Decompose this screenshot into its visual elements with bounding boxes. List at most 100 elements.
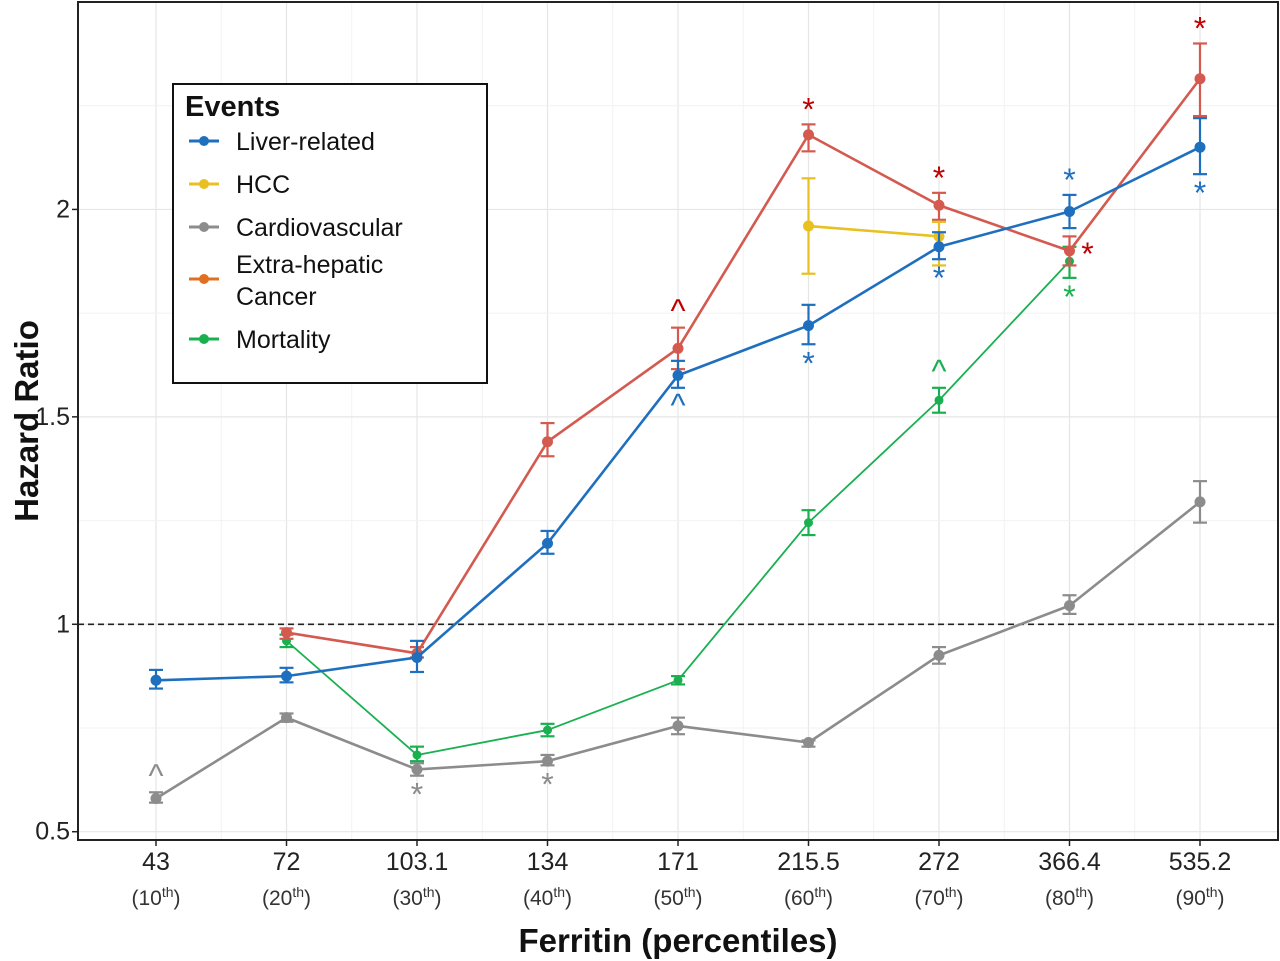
significance-markers: ^*** *^* *^****^*: [148, 10, 1206, 812]
data-point: [1194, 141, 1206, 153]
x-tick-percentile: (50th): [653, 884, 702, 910]
series-mortality: [279, 245, 1077, 763]
x-tick-value: 103.1: [386, 848, 449, 876]
significance-asterisk: *: [802, 345, 814, 381]
data-point: [150, 674, 162, 686]
data-point: [1194, 73, 1206, 85]
x-tick-value: 72: [273, 848, 301, 876]
data-point: [933, 199, 945, 211]
significance-asterisk: *: [1194, 175, 1206, 211]
legend-label-cont: Cancer: [236, 283, 317, 311]
data-point: [803, 220, 814, 232]
data-point: [412, 750, 422, 760]
data-point: [281, 627, 292, 639]
significance-asterisk: *: [1194, 10, 1206, 46]
significance-asterisk: *: [933, 160, 945, 196]
y-tick-label: 2: [56, 195, 70, 223]
significance-asterisk: *: [1063, 162, 1075, 198]
x-tick-percentile: (20th): [262, 884, 311, 910]
data-point: [542, 755, 553, 767]
legend-label: Extra-hepatic: [236, 251, 383, 279]
data-point: [803, 737, 814, 749]
data-point: [803, 129, 814, 141]
series-layer: [149, 42, 1207, 805]
data-point: [672, 369, 684, 381]
data-point: [673, 675, 683, 685]
legend-swatch-point: [199, 222, 209, 232]
x-tick-value: 134: [527, 848, 569, 876]
series-cardiovascular: [149, 480, 1207, 805]
legend-swatch-point: [199, 136, 209, 146]
data-point: [804, 518, 813, 528]
data-point: [672, 342, 684, 354]
x-tick-value: 215.5: [777, 848, 840, 876]
significance-asterisk: *: [802, 91, 814, 127]
legend-title: Events: [185, 91, 280, 123]
legend-swatch-point: [199, 179, 209, 189]
data-point: [543, 725, 552, 735]
series-line: [286, 77, 1202, 655]
data-point: [150, 793, 162, 805]
legend-item: Mortality: [189, 326, 331, 354]
x-tick-value: 366.4: [1038, 848, 1101, 876]
data-point: [281, 712, 292, 724]
significance-asterisk: *: [1063, 279, 1075, 315]
y-tick-label: 0.5: [35, 818, 70, 846]
data-point: [933, 241, 945, 253]
significance-asterisk: *: [933, 260, 945, 296]
legend-box: [172, 83, 488, 384]
x-axis-ticks: 43 (10th) 72 (20th) 103.1 (30th) 134 (40th) 171 (…: [131, 840, 1231, 910]
legend-label: Liver-related: [236, 128, 375, 156]
significance-caret: ^: [670, 293, 685, 329]
legend-label: Cardiovascular: [236, 214, 403, 242]
legend-item: Extra-hepatic Cancer: [189, 251, 383, 311]
data-point: [1194, 496, 1206, 508]
x-axis-title: Ferritin (percentiles): [518, 922, 837, 959]
legend-label: HCC: [236, 171, 290, 199]
legend-swatch-point: [199, 274, 209, 284]
data-point: [1064, 245, 1075, 257]
data-point: [934, 395, 944, 405]
x-tick-percentile: (40th): [523, 884, 572, 910]
x-tick-value: 272: [918, 848, 960, 876]
x-tick-value: 535.2: [1169, 848, 1232, 876]
series-liver-related: [149, 117, 1207, 690]
y-tick-label: 1: [56, 610, 70, 638]
data-point: [281, 670, 292, 682]
data-point: [672, 720, 684, 732]
x-tick-value: 43: [142, 848, 170, 876]
significance-caret: ^: [148, 757, 163, 793]
legend-swatch-point: [199, 334, 209, 344]
data-point: [542, 436, 553, 448]
x-tick-percentile: (70th): [914, 884, 963, 910]
significance-caret: ^: [670, 387, 685, 423]
y-tick-label: 1.5: [35, 403, 70, 431]
significance-caret: ^: [931, 353, 946, 389]
x-tick-percentile: (60th): [784, 884, 833, 910]
significance-asterisk: *: [541, 766, 553, 802]
legend-item: Cardiovascular: [189, 214, 403, 242]
y-axis-ticks: 0.5 1 1.5 2: [35, 195, 78, 846]
data-point: [411, 651, 423, 663]
x-tick-percentile: (90th): [1175, 884, 1224, 910]
series-line: [808, 224, 940, 238]
data-point: [542, 537, 553, 549]
significance-asterisk: *: [411, 777, 423, 813]
data-point: [1064, 206, 1075, 217]
legend-items: Liver-related HCC Cardiovascular Extra-hepa…: [189, 128, 403, 354]
x-tick-percentile: (80th): [1045, 884, 1094, 910]
x-tick-percentile: (10th): [131, 884, 180, 910]
data-point: [933, 649, 945, 661]
legend-label: Mortality: [236, 326, 331, 354]
y-axis-title: Hazard Ratio: [8, 320, 45, 522]
legend: Events Liver-related HCC Cardiovascular Ext…: [172, 83, 488, 384]
data-point: [803, 320, 814, 332]
legend-item: Liver-related: [189, 128, 375, 156]
significance-asterisk: *: [1081, 236, 1093, 272]
x-tick-value: 171: [657, 848, 699, 876]
x-tick-percentile: (30th): [392, 884, 441, 910]
data-point: [1064, 600, 1075, 612]
data-point: [411, 763, 423, 775]
legend-item: HCC: [189, 171, 290, 199]
